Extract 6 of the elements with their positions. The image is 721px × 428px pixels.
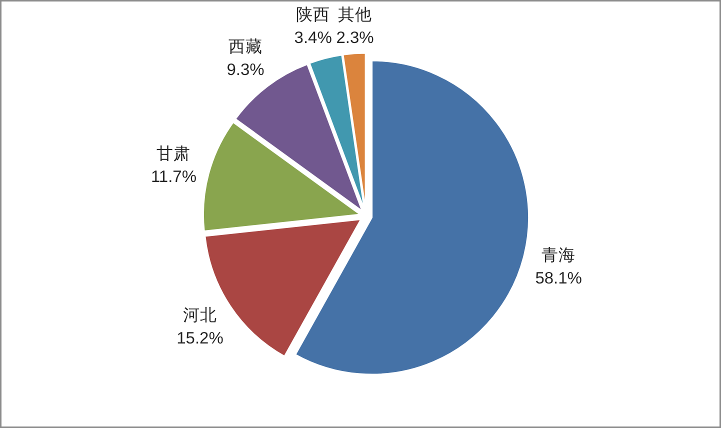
label: 其他 2.3% — [336, 6, 374, 47]
label: 青海 58.1% — [535, 246, 582, 288]
label: 甘肃 11.7% — [150, 145, 196, 186]
label: 陕西 3.4% — [294, 6, 332, 47]
label: 西藏 9.3% — [226, 38, 264, 80]
label: 河北 15.2% — [176, 306, 224, 348]
